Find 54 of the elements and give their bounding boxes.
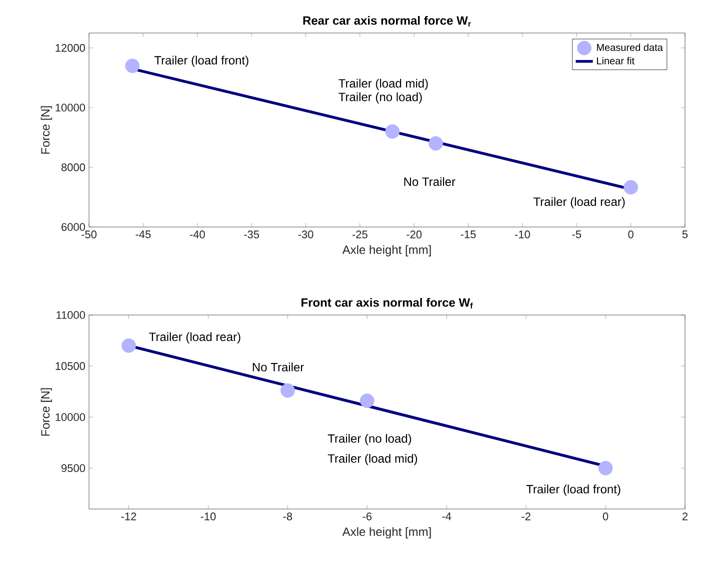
point <box>122 338 136 353</box>
x-axis-title: Axle height [mm] <box>342 527 431 538</box>
annotation: Trailer (load front) <box>526 484 620 496</box>
annotation: Trailer (load mid) <box>338 78 428 90</box>
chart-title: Rear car axis normal force W$_{r}$ <box>303 16 471 26</box>
annotation: Trailer (load mid) <box>328 454 418 466</box>
annotation: Trailer (load rear) <box>533 197 625 208</box>
point <box>385 124 400 139</box>
annotation: Trailer (load rear) <box>149 332 240 344</box>
point <box>360 394 374 408</box>
x-tick-label: -2 <box>522 512 530 520</box>
x-tick-label: 0 <box>628 230 634 238</box>
x-tick-label: -30 <box>298 230 314 238</box>
y-tick-label: 6000 <box>62 223 86 231</box>
y-tick-label: 10000 <box>56 104 86 112</box>
annotation: Trailer (load front) <box>154 56 248 67</box>
y-tick-label: 10500 <box>56 362 86 370</box>
point <box>280 383 295 398</box>
point <box>125 58 140 74</box>
annotation: Trailer (no load) <box>338 92 422 104</box>
y-tick-label: 11000 <box>56 311 86 319</box>
x-tick-label: -50 <box>82 230 97 238</box>
x-tick-label: -40 <box>190 230 205 238</box>
y-tick-label: 8000 <box>61 163 86 172</box>
x-tick-label: 2 <box>682 512 688 520</box>
legend-label: Linear fit <box>597 57 634 64</box>
x-tick-label: 0 <box>602 512 608 520</box>
annotation: Trailer (no load) <box>328 434 412 446</box>
x-tick-label: -15 <box>460 230 476 238</box>
x-tick-label: -10 <box>514 230 530 238</box>
x-tick-label: -8 <box>283 512 292 520</box>
x-tick-label: 5 <box>682 230 688 238</box>
x-tick-label: -25 <box>352 230 368 238</box>
point <box>624 180 638 195</box>
x-tick-label: -12 <box>121 512 136 520</box>
y-tick-label: 12000 <box>56 44 86 52</box>
y-tick-label: 9500 <box>62 464 86 472</box>
x-axis-title: Axle height [mm] <box>342 245 431 256</box>
y-tick-label: 10000 <box>56 413 86 421</box>
x-tick-label: -10 <box>200 512 216 520</box>
x-tick-label: -45 <box>136 230 151 238</box>
x-tick-label: -5 <box>572 230 582 238</box>
point <box>428 136 443 151</box>
annotation: No Trailer <box>404 177 456 186</box>
x-tick-label: -4 <box>442 512 452 520</box>
chart-title: Front car axis normal force W$_{f}$ <box>302 298 473 308</box>
x-tick-label: -20 <box>406 230 422 238</box>
annotation: No Trailer <box>252 362 304 372</box>
point <box>598 460 613 476</box>
x-tick-label: -6 <box>362 512 372 520</box>
x-tick-label: -35 <box>244 230 260 238</box>
y-axis-title: Force [N] <box>40 388 52 436</box>
legend-label: Measured data <box>597 44 663 51</box>
y-axis-title: Force [N] <box>40 106 52 154</box>
